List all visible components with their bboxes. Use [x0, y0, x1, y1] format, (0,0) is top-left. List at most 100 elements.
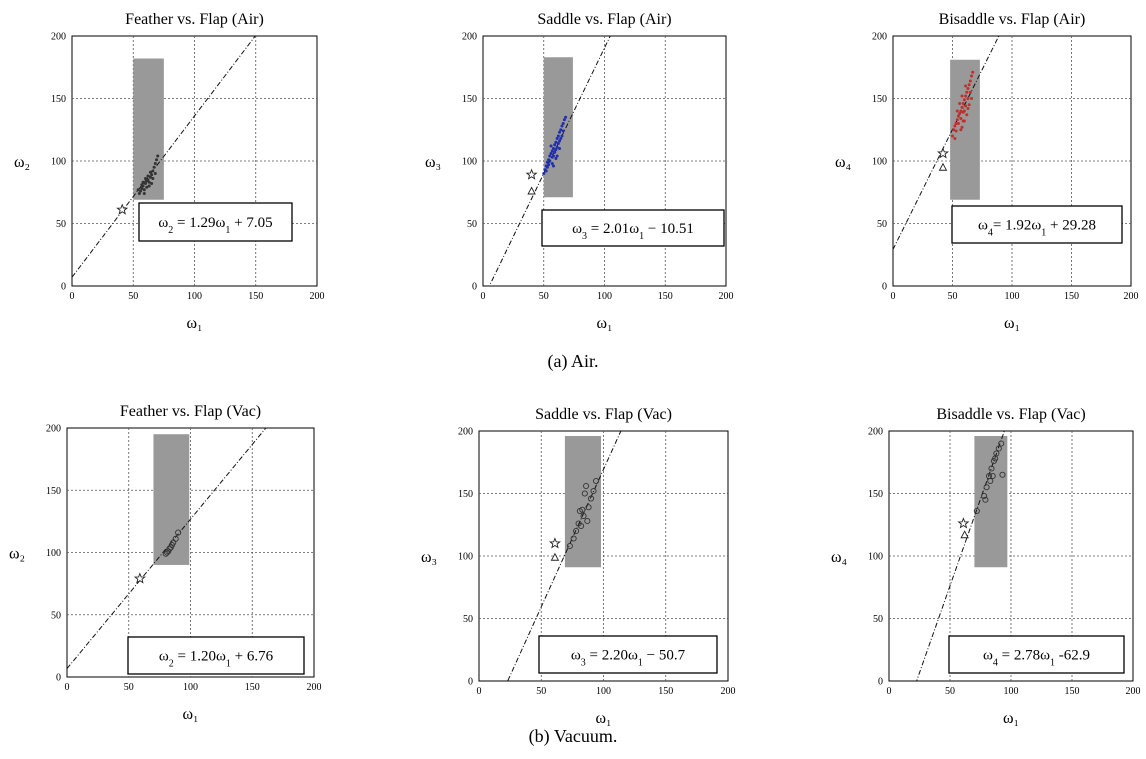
data-point	[580, 512, 587, 520]
data-point	[987, 477, 994, 485]
data-point	[548, 159, 552, 163]
y-axis-label: ω₂	[9, 546, 25, 563]
data-point	[966, 107, 970, 110]
y-tick-label: 50	[873, 614, 883, 625]
x-tick-label: 150	[1064, 291, 1079, 302]
data-point	[150, 173, 154, 177]
x-tick-label: 200	[721, 686, 736, 697]
y-tick-label: 50	[51, 610, 61, 621]
x-tick-label: 100	[1004, 686, 1019, 697]
y-tick-label: 200	[868, 427, 883, 438]
data-point	[145, 179, 149, 183]
y-tick-label: 100	[462, 157, 477, 168]
data-point	[558, 130, 562, 134]
data-point	[554, 148, 558, 152]
x-tick-label: 0	[477, 686, 482, 697]
data-point	[959, 128, 963, 132]
data-point	[548, 154, 552, 158]
x-tick-label: 0	[891, 291, 896, 302]
data-point	[966, 87, 970, 90]
data-point	[152, 165, 156, 169]
data-point	[167, 544, 174, 551]
data-point	[999, 471, 1006, 478]
data-point	[982, 496, 989, 503]
x-axis-label: ω₁	[186, 315, 202, 332]
equation-box	[538, 635, 718, 674]
x-axis-label: ω₁	[1003, 710, 1019, 727]
data-point	[956, 122, 960, 125]
data-point	[148, 175, 152, 179]
data-point	[573, 527, 580, 535]
data-point	[965, 90, 969, 94]
star-marker	[936, 147, 950, 159]
data-point	[954, 122, 958, 125]
data-point	[995, 445, 1002, 452]
data-point	[145, 185, 149, 189]
chart-title: Bisaddle vs. Flap (Air)	[939, 11, 1086, 28]
data-point	[585, 504, 592, 511]
star-marker	[116, 203, 129, 215]
data-point	[583, 482, 590, 490]
x-tick-label: 50	[948, 291, 958, 302]
y-tick-label: 50	[56, 219, 66, 230]
data-point	[549, 152, 553, 155]
data-point	[970, 74, 974, 78]
data-point	[564, 115, 568, 119]
y-axis-label: ω₃	[421, 549, 437, 566]
y-tick-label: 100	[46, 548, 61, 559]
data-point	[960, 125, 964, 129]
data-point	[981, 492, 988, 500]
x-tick-label: 200	[310, 291, 325, 302]
y-tick-label: 50	[463, 614, 473, 625]
data-point	[962, 98, 966, 102]
caption-vacuum: (b) Vacuum.	[528, 726, 618, 746]
data-point	[156, 154, 160, 158]
data-point	[955, 109, 959, 113]
chart-title: Saddle vs. Flap (Vac)	[535, 406, 672, 423]
data-point	[148, 170, 152, 174]
triangle-marker	[550, 552, 560, 561]
caption-air: (a) Air.	[547, 351, 599, 371]
data-point	[960, 94, 964, 98]
data-point	[964, 94, 968, 98]
x-tick-label: 0	[65, 682, 70, 693]
y-tick-label: 0	[56, 673, 61, 684]
equation-box	[127, 636, 305, 675]
data-point	[136, 188, 140, 192]
fit-line	[72, 36, 256, 278]
data-point	[584, 517, 591, 525]
fit-line	[916, 431, 1005, 681]
data-point	[556, 134, 560, 138]
x-axis-label: ω₁	[595, 710, 611, 727]
x-axis-label: ω₁	[1004, 315, 1020, 332]
y-tick-label: 150	[868, 489, 883, 500]
x-tick-label: 150	[1065, 686, 1080, 697]
x-tick-label: 0	[481, 291, 486, 302]
data-point	[147, 180, 151, 184]
x-tick-label: 100	[596, 686, 611, 697]
y-tick-label: 150	[872, 94, 887, 105]
data-point	[970, 97, 974, 100]
data-point	[998, 440, 1005, 447]
x-tick-label: 50	[945, 686, 955, 697]
data-point	[967, 103, 971, 107]
data-point	[958, 102, 962, 105]
x-tick-label: 200	[307, 682, 322, 693]
y-tick-label: 0	[468, 677, 473, 688]
x-tick-label: 0	[70, 291, 75, 302]
data-point	[973, 507, 980, 515]
x-tick-label: 50	[124, 682, 134, 693]
data-point	[590, 487, 597, 495]
y-tick-label: 100	[868, 552, 883, 563]
data-point	[545, 160, 549, 164]
data-point	[556, 142, 560, 145]
data-point	[561, 129, 565, 133]
data-point	[560, 124, 564, 128]
equation-box	[948, 635, 1125, 674]
chart-panel-6: 0 50 100 150 200 0 50 100 150 200 Bisaddle vs. Fla…	[831, 406, 1141, 727]
y-tick-label: 0	[472, 282, 477, 293]
data-point	[592, 477, 600, 485]
data-point	[968, 90, 972, 94]
x-tick-label: 100	[1005, 291, 1020, 302]
